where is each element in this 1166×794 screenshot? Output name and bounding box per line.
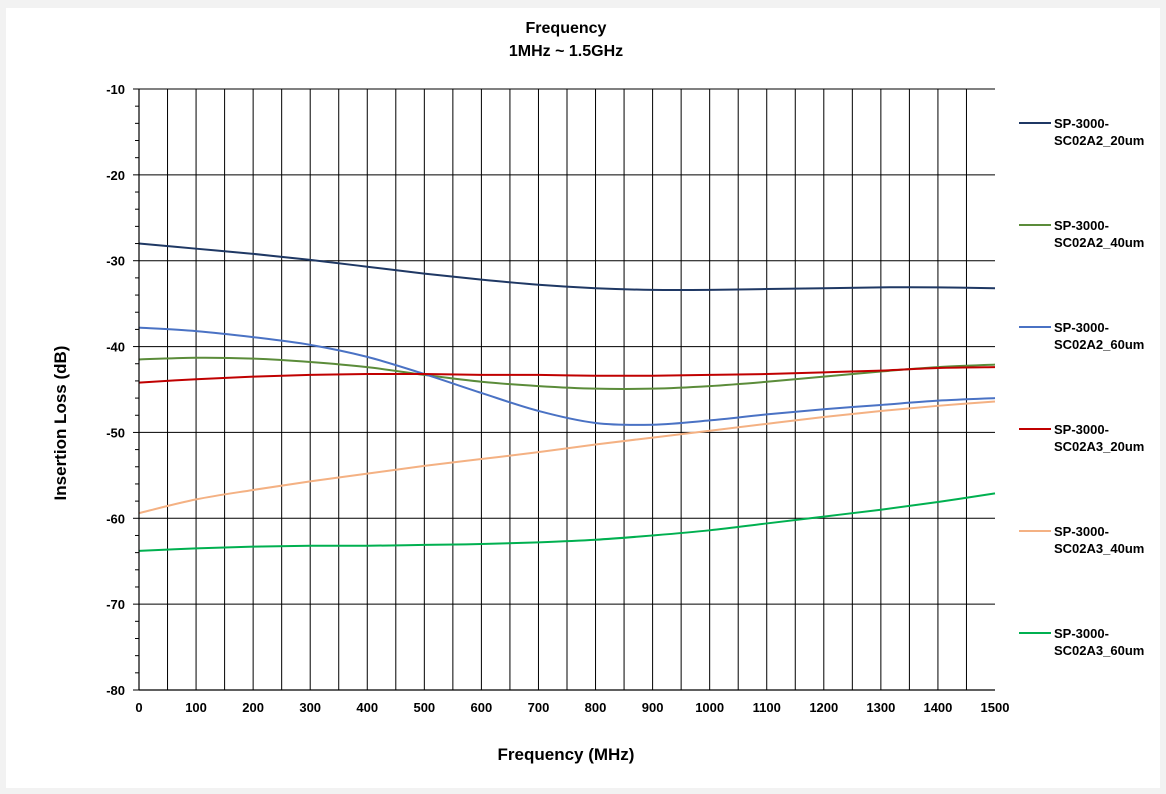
x-tick-labels: 0 100 200 300 400 500 600 700 800 900 1000 1100 1200… [135, 700, 1009, 715]
legend-label-4: SP-3000- [1054, 422, 1109, 437]
x-tick-label: 1300 [866, 700, 895, 715]
series-lines [138, 242, 996, 552]
legend-label-2: SP-3000- [1054, 218, 1109, 233]
chart-frame [6, 8, 1160, 788]
legend-label-5: SC02A3_40um [1054, 541, 1144, 556]
series-line-2 [138, 356, 996, 390]
x-tick-label: 1400 [923, 700, 952, 715]
chart-title: Frequency [526, 20, 607, 37]
x-tick-label: 600 [471, 700, 493, 715]
series-line-1 [138, 242, 996, 292]
x-tick-label: 1000 [695, 700, 724, 715]
x-tick-label: 0 [135, 700, 142, 715]
series-line-3 [138, 326, 996, 426]
chart-subtitle: 1MHz ~ 1.5GHz [509, 43, 623, 60]
legend-label-2: SC02A2_40um [1054, 235, 1144, 250]
series-line-4 [138, 366, 996, 384]
x-tick-label: 300 [299, 700, 321, 715]
x-axis-title: Frequency (MHz) [498, 745, 635, 764]
x-tick-label: 1100 [753, 700, 781, 715]
x-tick-label: 900 [642, 700, 664, 715]
y-tick-label: -70 [106, 597, 125, 612]
y-tick-label: -30 [106, 254, 125, 269]
x-tick-label: 1500 [981, 700, 1010, 715]
x-tick-label: 100 [185, 700, 207, 715]
legend-label-5: SP-3000- [1054, 524, 1109, 539]
x-tick-label: 200 [242, 700, 264, 715]
y-tick-label: -50 [106, 425, 125, 440]
x-tick-label: 1200 [809, 700, 838, 715]
legend: SP-3000- SC02A2_20um SP-3000- SC02A2_40um SP… [1019, 116, 1144, 658]
x-tick-label: 500 [413, 700, 435, 715]
legend-label-3: SC02A2_60um [1054, 337, 1144, 352]
series-line-6 [138, 492, 996, 552]
legend-label-1: SC02A2_20um [1054, 133, 1144, 148]
y-tick-labels: -10 -20 -30 -40 -50 -60 -70 -80 [106, 82, 125, 698]
legend-label-4: SC02A3_20um [1054, 439, 1144, 454]
y-tick-label: -10 [106, 82, 125, 97]
x-tick-label: 400 [356, 700, 378, 715]
x-tick-label: 700 [528, 700, 550, 715]
legend-label-1: SP-3000- [1054, 116, 1109, 131]
legend-label-3: SP-3000- [1054, 320, 1109, 335]
y-tick-label: -80 [106, 683, 125, 698]
grid [139, 88, 995, 690]
y-tick-label: -20 [106, 168, 125, 183]
legend-label-6: SC02A3_60um [1054, 643, 1144, 658]
x-tick-label: 800 [585, 700, 607, 715]
series-line-5 [138, 400, 996, 515]
y-axis-title: Insertion Loss (dB) [51, 346, 70, 501]
y-tick-label: -40 [106, 340, 125, 355]
axes [133, 88, 995, 691]
y-tick-label: -60 [106, 511, 125, 526]
legend-label-6: SP-3000- [1054, 626, 1109, 641]
